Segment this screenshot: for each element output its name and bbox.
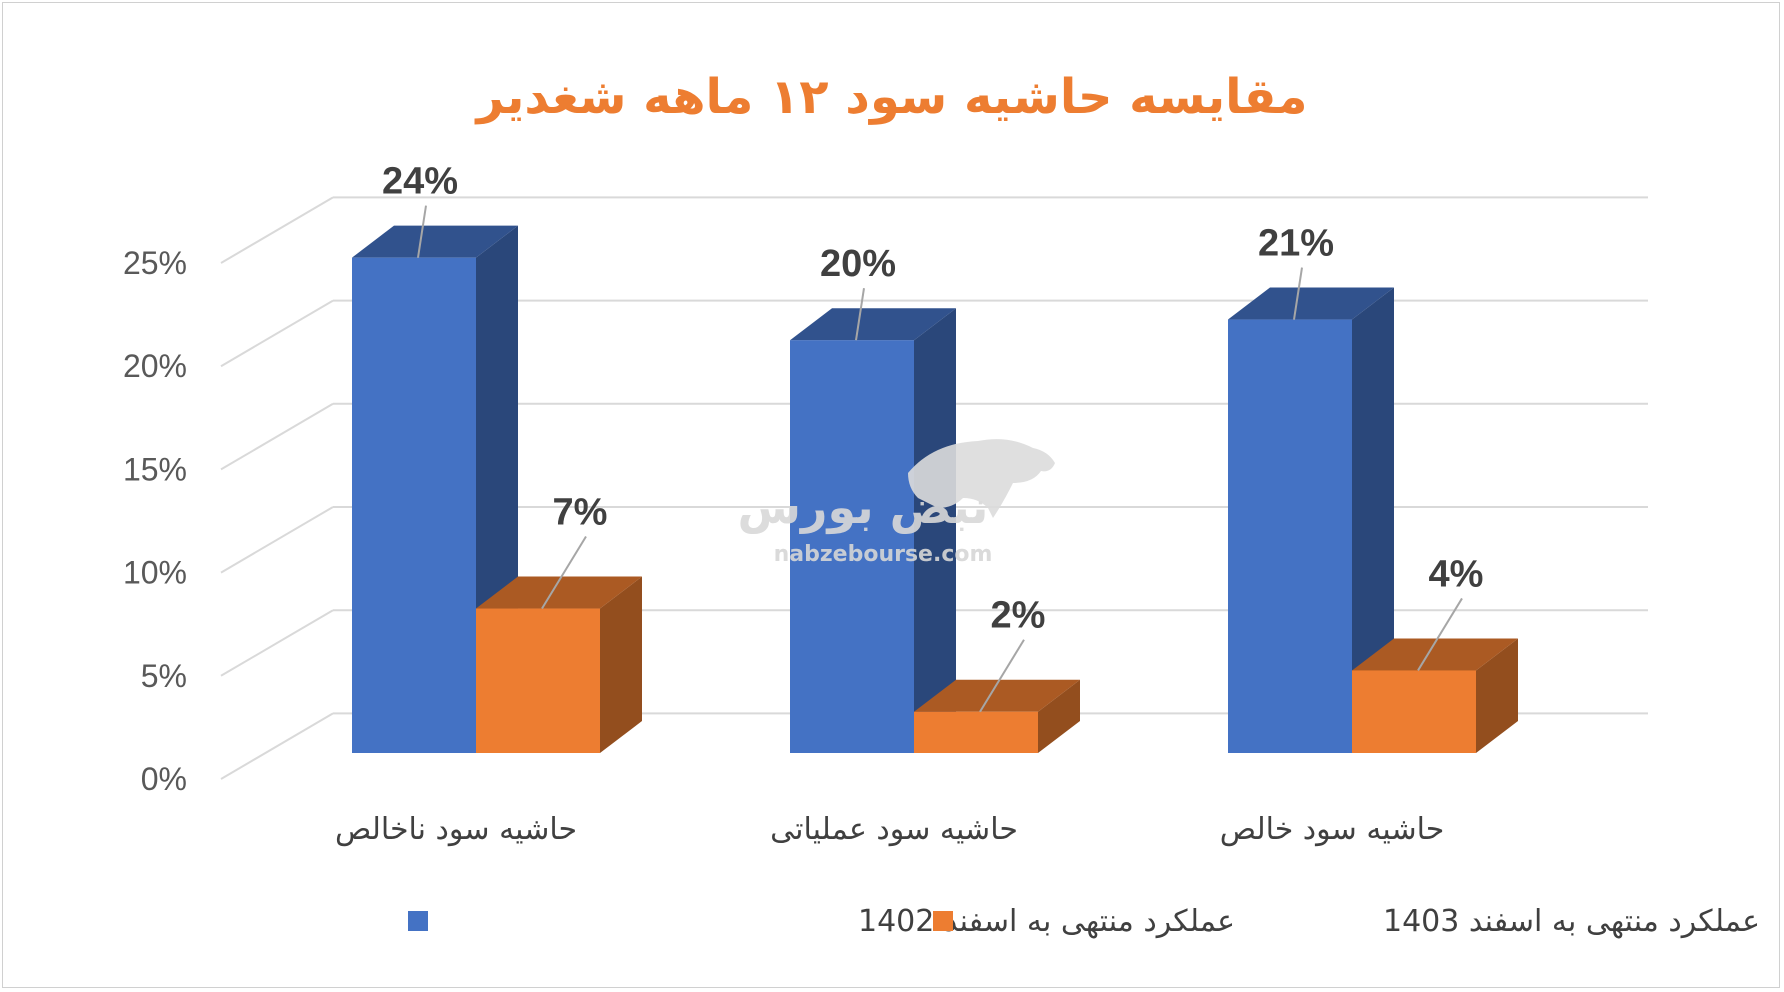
data-label: 24% <box>382 161 458 203</box>
y-tick-label: 0% <box>141 761 187 797</box>
gridline-diagonal <box>220 402 334 471</box>
leader-line <box>417 205 427 258</box>
bull-logo-icon <box>908 439 1055 518</box>
watermark: نبض بورس nabzebourse.com <box>738 439 1055 567</box>
data-label: 21% <box>1258 223 1334 265</box>
category-label: حاشیه سود خالص <box>1220 812 1445 847</box>
y-tick-label: 5% <box>141 658 187 694</box>
gridline-diagonal <box>220 506 334 574</box>
bar-1-1 <box>914 679 1080 753</box>
legend: عملکرد منتهی به اسفند 1402 عملکرد منتهی ب… <box>408 904 1760 939</box>
bar-2-0 <box>1228 287 1394 753</box>
y-tick-label: 25% <box>123 245 187 281</box>
y-tick-label: 15% <box>123 451 187 487</box>
legend-label: عملکرد منتهی به اسفند 1402 <box>858 904 1235 939</box>
leader-line <box>855 288 865 341</box>
leader-line <box>1417 597 1463 671</box>
bar-0-1 <box>476 576 642 753</box>
leader-line <box>979 639 1025 713</box>
data-label: 2% <box>991 595 1046 637</box>
legend-swatch <box>933 911 953 931</box>
gridline-diagonal <box>220 609 334 677</box>
category-label: حاشیه سود عملیاتی <box>770 812 1018 847</box>
bar-2-1 <box>1352 638 1518 753</box>
y-axis: 0% 5% 10% 15% 20% 25% <box>123 245 187 797</box>
bar-chart: مقایسه حاشیه سود ۱۲ ماهه شغدیر 0% 5% 10% 15… <box>123 69 1760 939</box>
category-label: حاشیه سود ناخالص <box>335 812 577 847</box>
bars <box>352 225 1518 753</box>
data-label: 4% <box>1429 553 1484 595</box>
legend-item: عملکرد منتهی به اسفند 1403 <box>933 904 1760 939</box>
leader-line <box>541 535 587 610</box>
y-tick-label: 20% <box>123 348 187 384</box>
data-label: 20% <box>820 243 896 285</box>
legend-label: عملکرد منتهی به اسفند 1403 <box>1383 904 1760 939</box>
y-tick-label: 10% <box>123 555 187 591</box>
legend-item: عملکرد منتهی به اسفند 1402 <box>408 904 1235 939</box>
gridline-diagonal <box>220 196 334 264</box>
data-label: 7% <box>553 492 608 534</box>
watermark-logo-text: نبض بورس <box>738 480 989 534</box>
category-labels: حاشیه سود ناخالص حاشیه سود عملیاتی حاشیه س… <box>335 812 1444 847</box>
legend-swatch <box>408 911 428 931</box>
leader-line <box>1293 267 1303 320</box>
gridline-diagonal <box>220 712 334 780</box>
gridline-diagonal <box>220 299 334 368</box>
bar-1-0 <box>790 308 956 753</box>
watermark-site: nabzebourse.com <box>774 542 993 567</box>
chart-title: مقایسه حاشیه سود ۱۲ ماهه شغدیر <box>475 69 1308 125</box>
data-labels: 24% 7% 20% 2% 21% 4% <box>382 161 1484 713</box>
